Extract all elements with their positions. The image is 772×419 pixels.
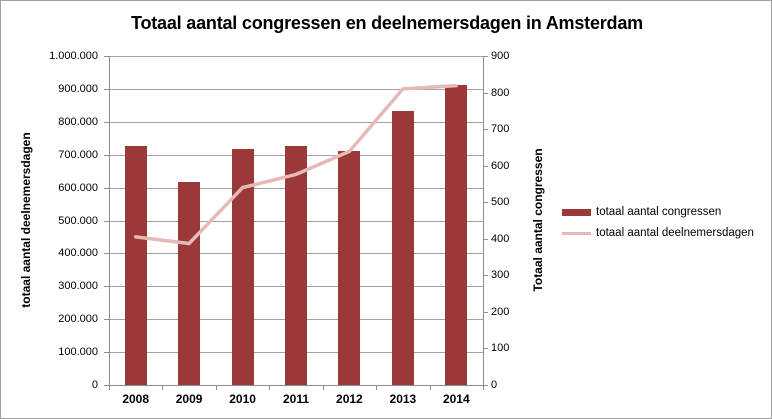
legend-label-deelnemersdagen: totaal aantal deelnemersdagen (596, 227, 754, 239)
right-axis-tick-label: 0 (491, 379, 498, 391)
left-axis-tick-label: 200.000 (58, 313, 98, 326)
x-axis-tick-label: 2010 (229, 392, 256, 406)
bar-2012[interactable] (338, 151, 361, 385)
bar-2009[interactable] (178, 182, 201, 385)
x-axis-tick (429, 385, 431, 390)
left-axis-tick-label: 700.000 (58, 148, 98, 161)
bar-swatch-icon (562, 208, 591, 216)
deelnemersdagen-line[interactable] (109, 56, 483, 385)
bar-2013[interactable] (391, 110, 414, 385)
left-axis-tick (104, 253, 109, 255)
legend-label-congressen: totaal aantal congressen (596, 206, 722, 218)
bar-2014[interactable] (445, 85, 468, 385)
legend-item-deelnemersdagen[interactable]: totaal aantal deelnemersdagen (562, 227, 754, 239)
right-axis-tick (483, 275, 488, 277)
x-axis-tick-label: 2014 (442, 392, 470, 406)
right-axis-tick (483, 385, 488, 386)
right-axis-tick-label: 100 (491, 342, 510, 355)
left-axis-tick-label: 800.000 (58, 115, 98, 128)
left-axis-tick-label: 500.000 (58, 214, 98, 227)
line-swatch-icon (562, 231, 591, 235)
right-axis-tick-label: 700 (491, 123, 510, 136)
right-axis-tick-label: 200 (491, 305, 510, 318)
gridline (109, 121, 483, 123)
left-axis-tick (104, 187, 109, 189)
right-axis-tick-label: 300 (491, 269, 510, 282)
bar-2010[interactable] (231, 149, 254, 385)
right-axis-tick (483, 92, 488, 94)
right-axis-tick (483, 348, 488, 350)
right-axis-tick (483, 311, 488, 313)
left-axis-title: totaal aantal deelnemersdagen (19, 131, 33, 308)
bar-2011[interactable] (285, 145, 307, 385)
x-axis-tick-label: 2013 (389, 392, 417, 406)
x-axis-tick (483, 385, 484, 390)
left-axis-tick (104, 121, 109, 123)
left-axis-tick (104, 286, 109, 288)
right-axis-tick (483, 56, 488, 57)
right-axis-tick (483, 165, 488, 167)
left-axis-line (109, 56, 110, 385)
x-axis-tick (322, 385, 324, 390)
x-axis-tick (109, 385, 110, 390)
left-axis-tick (104, 220, 109, 222)
left-axis-tick-label: 1.000.000 (49, 50, 98, 62)
left-axis-tick (104, 352, 109, 354)
gridline (109, 56, 483, 57)
legend-item-congressen[interactable]: totaal aantal congressen (562, 206, 754, 218)
right-axis-tick-label: 400 (491, 232, 510, 245)
left-axis-tick-label: 100.000 (58, 346, 98, 359)
left-axis-tick (104, 319, 109, 321)
chart-title: Totaal aantal congressen en deelnemersda… (131, 13, 643, 33)
x-axis-tick (162, 385, 164, 390)
right-axis-title: Totaal aantal congressen (531, 147, 545, 292)
x-axis-tick-label: 2009 (175, 392, 203, 406)
right-axis-tick (483, 129, 488, 131)
left-axis-tick (104, 154, 109, 156)
left-axis-tick-label: 400.000 (58, 247, 98, 260)
x-axis-tick-label: 2011 (282, 392, 310, 406)
right-axis-tick-label: 600 (491, 159, 510, 172)
left-axis-tick-label: 600.000 (58, 181, 98, 194)
right-axis-tick-label: 800 (491, 86, 510, 99)
right-axis-tick-label: 900 (491, 50, 510, 62)
right-axis-tick-label: 500 (491, 196, 510, 209)
legend: totaal aantal congressen totaal aantal d… (562, 206, 754, 239)
left-axis-tick-label: 900.000 (58, 82, 98, 95)
bar-2008[interactable] (124, 145, 147, 385)
gridline (109, 88, 483, 90)
right-axis-tick (483, 202, 488, 204)
x-axis-tick-label: 2008 (122, 392, 150, 406)
left-axis-tick (104, 88, 109, 90)
left-axis-tick-label: 0 (91, 379, 98, 391)
left-axis-tick (104, 56, 109, 57)
x-axis-tick (269, 385, 271, 390)
left-axis-tick (104, 385, 109, 386)
x-axis-tick-label: 2012 (336, 392, 363, 406)
right-axis-line (483, 56, 484, 385)
x-axis-tick (376, 385, 378, 390)
right-axis-tick (483, 238, 488, 240)
x-axis-tick (215, 385, 217, 390)
left-axis-tick-label: 300.000 (58, 280, 98, 293)
x-axis-line (109, 385, 484, 386)
